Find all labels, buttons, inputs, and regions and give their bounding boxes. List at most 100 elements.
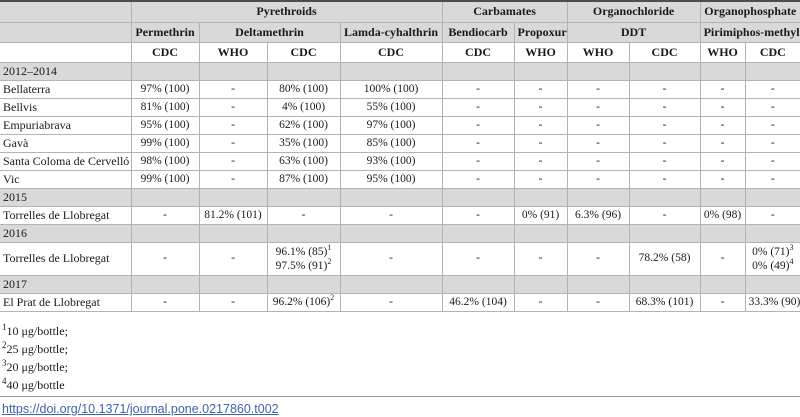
table-row: Torrelles de Llobregat - -96.1% (85)1 97.5%… bbox=[0, 241, 800, 276]
data-cell bbox=[744, 223, 800, 243]
data-cell: - bbox=[441, 115, 515, 135]
resistance-table: Pyrethroids Carbamates Organochloride Or… bbox=[0, 0, 800, 312]
data-cell: - bbox=[744, 115, 800, 135]
method-header: CDC bbox=[130, 41, 200, 63]
method-header: WHO bbox=[513, 41, 568, 63]
corner-cell bbox=[0, 21, 132, 43]
data-cell: - bbox=[198, 115, 268, 135]
data-cell: - bbox=[513, 133, 568, 153]
method-header: CDC bbox=[744, 41, 800, 63]
data-cell bbox=[628, 274, 701, 294]
header-lamda-cyhalthrin: Lamda-cyhalthrin bbox=[339, 21, 443, 43]
header-propoxur: Propoxur bbox=[513, 21, 568, 43]
data-cell bbox=[266, 61, 341, 81]
data-cell bbox=[339, 187, 443, 207]
data-cell bbox=[339, 274, 443, 294]
data-cell: 100% (100) bbox=[339, 79, 443, 99]
data-cell bbox=[513, 223, 568, 243]
data-cell: - bbox=[339, 292, 443, 312]
data-cell: 81% (100) bbox=[130, 97, 200, 117]
method-header: CDC bbox=[441, 41, 515, 63]
header-ddt: DDT bbox=[566, 21, 701, 43]
footnote-sup: 2 bbox=[2, 339, 7, 350]
data-cell bbox=[744, 187, 800, 207]
method-header-row: CDC WHO CDC CDC CDC WHO WHO CDC WHO CDC bbox=[0, 41, 800, 63]
data-cell: - bbox=[699, 97, 746, 117]
data-cell: - bbox=[441, 151, 515, 171]
data-cell bbox=[266, 187, 341, 207]
row-label: Bellaterra bbox=[0, 79, 132, 99]
data-cell: 85% (100) bbox=[339, 133, 443, 153]
data-cell: - bbox=[513, 97, 568, 117]
data-cell: - bbox=[566, 97, 630, 117]
row-label: Torrelles de Llobregat bbox=[0, 205, 132, 225]
data-cell: - bbox=[699, 115, 746, 135]
data-cell: - bbox=[628, 79, 701, 99]
data-cell bbox=[266, 274, 341, 294]
data-cell: - bbox=[266, 205, 341, 225]
divider-line bbox=[0, 396, 800, 397]
group-header-organophosphate: Organophosphate bbox=[699, 0, 800, 23]
data-cell: - bbox=[628, 115, 701, 135]
data-cell: 81.2% (101) bbox=[198, 205, 268, 225]
data-cell bbox=[198, 223, 268, 243]
data-cell: - bbox=[744, 133, 800, 153]
footnote-2: 225 μg/bottle; bbox=[2, 340, 800, 358]
footnote-4: 440 μg/bottle bbox=[2, 376, 800, 394]
data-cell: 68.3% (101) bbox=[628, 292, 701, 312]
data-cell: 55% (100) bbox=[339, 97, 443, 117]
data-cell: - bbox=[513, 115, 568, 135]
data-cell: 98% (100) bbox=[130, 151, 200, 171]
data-cell bbox=[441, 61, 515, 81]
data-cell: - bbox=[566, 292, 630, 312]
data-cell: - bbox=[441, 169, 515, 189]
row-label: Vic bbox=[0, 169, 132, 189]
footnotes: 110 μg/bottle; 225 μg/bottle; 320 μg/bot… bbox=[0, 312, 800, 394]
data-cell: 4% (100) bbox=[266, 97, 341, 117]
data-cell: 0% (91) bbox=[513, 205, 568, 225]
data-cell: - bbox=[628, 133, 701, 153]
data-cell: - bbox=[441, 133, 515, 153]
footnote-sup: 1 bbox=[2, 321, 7, 332]
group-header-row: Pyrethroids Carbamates Organochloride Or… bbox=[0, 0, 800, 23]
row-label: Santa Coloma de Cervelló bbox=[0, 151, 132, 171]
data-cell: - bbox=[198, 97, 268, 117]
data-cell: - bbox=[198, 151, 268, 171]
data-cell: - bbox=[198, 241, 268, 276]
data-cell: - bbox=[699, 169, 746, 189]
data-cell bbox=[266, 223, 341, 243]
footnote-sup: 3 bbox=[2, 357, 7, 368]
data-cell: 80% (100) bbox=[266, 79, 341, 99]
data-cell: - bbox=[441, 205, 515, 225]
data-cell bbox=[441, 223, 515, 243]
footnote-sup: 4 bbox=[2, 375, 7, 386]
data-cell: - bbox=[513, 79, 568, 99]
data-cell: 99% (100) bbox=[130, 169, 200, 189]
data-cell: 0% (71)3 0% (49)4 bbox=[744, 241, 800, 276]
row-label: Empuriabrava bbox=[0, 115, 132, 135]
header-pirimiphos-methyl: Pirimiphos-methyl bbox=[699, 21, 800, 43]
data-cell bbox=[566, 223, 630, 243]
data-cell: 0% (98) bbox=[699, 205, 746, 225]
method-header: CDC bbox=[339, 41, 443, 63]
data-cell: - bbox=[513, 151, 568, 171]
data-cell bbox=[441, 187, 515, 207]
doi-link[interactable]: https://doi.org/10.1371/journal.pone.021… bbox=[2, 402, 279, 416]
row-label: Gavà bbox=[0, 133, 132, 153]
section-row: 2016 bbox=[0, 223, 800, 243]
data-cell bbox=[339, 223, 443, 243]
data-cell bbox=[699, 274, 746, 294]
data-cell: 97% (100) bbox=[130, 79, 200, 99]
data-cell: - bbox=[699, 292, 746, 312]
data-cell bbox=[513, 274, 568, 294]
footnote-3: 320 μg/bottle; bbox=[2, 358, 800, 376]
method-header: WHO bbox=[566, 41, 630, 63]
footnote-text: 40 μg/bottle bbox=[6, 377, 65, 392]
method-header: WHO bbox=[699, 41, 746, 63]
data-cell: - bbox=[628, 97, 701, 117]
data-cell bbox=[628, 61, 701, 81]
table-row: El Prat de Llobregat - -96.2% (106)2-46.2%… bbox=[0, 292, 800, 312]
data-cell: 35% (100) bbox=[266, 133, 341, 153]
data-cell: - bbox=[744, 205, 800, 225]
